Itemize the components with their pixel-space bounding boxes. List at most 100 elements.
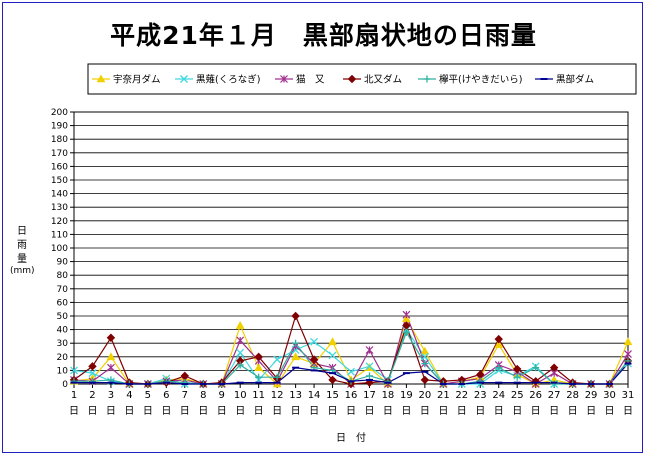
- x-tick-day-suffix: 日: [87, 406, 97, 417]
- x-tick-label: 27: [548, 390, 561, 401]
- x-tick-day-suffix: 日: [180, 406, 190, 417]
- x-tick-label: 12: [271, 390, 284, 401]
- series-3-point: [236, 336, 245, 345]
- y-axis-label-char-1: 日: [17, 226, 27, 237]
- x-tick-label: 18: [382, 390, 395, 401]
- x-tick-day-suffix: 日: [69, 406, 79, 417]
- y-tick-label: 200: [51, 108, 68, 118]
- y-tick-label: 170: [51, 149, 68, 159]
- y-tick-label: 180: [51, 135, 68, 145]
- series-4-point: [549, 363, 559, 372]
- y-axis-unit: (mm): [10, 266, 35, 276]
- x-tick-label: 2: [89, 390, 95, 401]
- y-tick-label: 140: [51, 190, 68, 200]
- x-tick-label: 19: [400, 390, 413, 401]
- x-tick-label: 14: [308, 390, 321, 401]
- series-4-point: [106, 333, 116, 342]
- chart-title: 平成21年１月 黒部扇状地の日雨量: [110, 21, 537, 50]
- series-5-point: [365, 372, 373, 380]
- x-tick-day-suffix: 日: [254, 406, 264, 417]
- x-tick-day-suffix: 日: [383, 406, 393, 417]
- x-tick-label: 9: [219, 390, 225, 401]
- x-tick-label: 30: [603, 390, 616, 401]
- x-tick-label: 3: [108, 390, 114, 401]
- series-2-point: [236, 348, 245, 357]
- x-tick-day-suffix: 日: [475, 406, 485, 417]
- series-4-point: [309, 355, 319, 364]
- series-4-point: [494, 334, 503, 344]
- series-1-point: [494, 340, 504, 348]
- x-tick-day-suffix: 日: [494, 406, 504, 417]
- y-tick-label: 30: [57, 339, 69, 349]
- series-2-point: [365, 362, 374, 371]
- series-5-point: [532, 364, 540, 372]
- legend-label-6: 黒部ダム: [556, 74, 594, 86]
- series-5-point: [255, 373, 263, 381]
- y-tick-label: 100: [51, 244, 68, 254]
- x-tick-day-suffix: 日: [420, 406, 430, 417]
- series-3-point: [624, 350, 632, 359]
- x-tick-label: 5: [145, 390, 151, 401]
- x-tick-day-suffix: 日: [364, 406, 374, 417]
- x-tick-label: 23: [474, 390, 487, 401]
- y-tick-label: 150: [51, 176, 68, 186]
- x-tick-label: 7: [182, 390, 188, 401]
- series-3-point: [107, 363, 115, 372]
- x-tick-day-suffix: 日: [605, 406, 615, 417]
- x-tick-day-suffix: 日: [568, 406, 578, 417]
- x-tick-label: 4: [126, 390, 132, 401]
- series-1-point: [235, 320, 245, 329]
- series-2-point: [70, 366, 78, 375]
- x-tick-label: 28: [566, 390, 579, 401]
- x-tick-label: 29: [585, 390, 598, 401]
- series-5-point: [236, 361, 244, 369]
- series-4-point: [420, 375, 430, 385]
- x-tick-day-suffix: 日: [328, 406, 338, 417]
- legend-swatch-marker: [96, 74, 106, 83]
- x-tick-day-suffix: 日: [586, 406, 596, 417]
- series-1-point: [420, 346, 430, 355]
- x-tick-label: 16: [345, 390, 358, 401]
- y-tick-label: 90: [57, 258, 69, 268]
- x-tick-label: 10: [234, 390, 247, 401]
- y-tick-label: 110: [51, 230, 68, 240]
- series-2-point: [328, 351, 337, 360]
- y-tick-label: 20: [57, 353, 69, 363]
- x-tick-label: 21: [437, 390, 450, 401]
- series-1-point: [254, 363, 264, 371]
- series-4-point: [291, 311, 300, 321]
- x-tick-day-suffix: 日: [161, 406, 171, 417]
- series-2-point: [347, 367, 355, 376]
- x-tick-label: 11: [252, 390, 265, 401]
- legend-box: [87, 63, 637, 95]
- series-1-point: [623, 337, 633, 346]
- series-5-point: [273, 373, 281, 381]
- y-tick-label: 130: [51, 203, 68, 213]
- x-tick-day-suffix: 日: [235, 406, 245, 417]
- series-1-point: [328, 337, 337, 346]
- series-5-point: [402, 328, 410, 336]
- y-tick-label: 160: [51, 162, 68, 172]
- series-3-point: [402, 310, 411, 319]
- x-tick-label: 20: [418, 390, 431, 401]
- x-tick-day-suffix: 日: [272, 406, 282, 417]
- series-5-point: [292, 339, 300, 347]
- x-tick-day-suffix: 日: [401, 406, 411, 417]
- series-3-point: [365, 346, 374, 354]
- x-tick-label: 22: [455, 390, 468, 401]
- legend-swatch-marker: [180, 75, 188, 83]
- series-4-point: [88, 362, 97, 371]
- legend-label-5: 欅平(けやきだいら): [439, 75, 522, 86]
- series-2-point: [88, 369, 97, 378]
- legend-label-1: 宇奈月ダム: [113, 74, 161, 86]
- series-4-point: [254, 352, 263, 362]
- x-tick-label: 15: [326, 390, 339, 401]
- x-tick-day-suffix: 日: [531, 406, 541, 417]
- x-axis-label: 日 付: [336, 431, 366, 444]
- y-tick-label: 60: [57, 298, 69, 308]
- y-tick-label: 10: [57, 366, 69, 376]
- series-2-point: [310, 337, 319, 346]
- x-tick-day-suffix: 日: [438, 406, 448, 417]
- series-4-point: [512, 364, 522, 374]
